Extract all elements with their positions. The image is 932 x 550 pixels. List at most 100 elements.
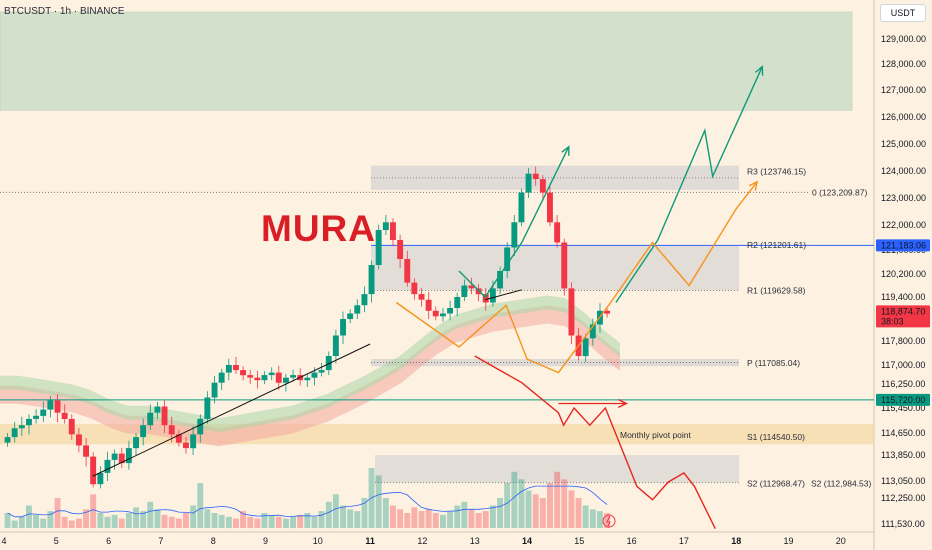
x-tick-label: 14 (522, 536, 532, 546)
s2-secondary-label: S2 (112,984.53) (811, 479, 871, 489)
candle-body (347, 313, 354, 319)
volume-bar (225, 516, 232, 529)
candle-body (539, 179, 546, 193)
green-arrowhead-1 (561, 145, 570, 156)
volume-bar (125, 513, 132, 528)
y-tick-label: 114,650.00 (881, 428, 925, 438)
volume-bar (297, 514, 304, 528)
candle-body (261, 375, 268, 381)
volume-bar (304, 513, 311, 528)
candle-body (518, 192, 525, 223)
candle-body (233, 365, 239, 371)
candle-body (125, 448, 132, 464)
pivot-label-r1: R1 (119629.58) (747, 285, 806, 295)
volume-bar (375, 475, 382, 528)
volume-bar (61, 516, 68, 529)
lightning-glyph (606, 515, 611, 527)
volume-bar (33, 514, 39, 528)
x-tick-label: 9 (263, 536, 268, 546)
candle-body (168, 425, 175, 435)
candle-body (318, 370, 325, 373)
candle-body (225, 365, 232, 373)
candle-body (418, 294, 425, 300)
pivot-label-s1: S1 (114540.50) (747, 432, 805, 442)
candle-body (561, 242, 568, 289)
candle-body (275, 372, 282, 383)
volume-bar (454, 505, 461, 528)
lightning-icon (602, 514, 616, 528)
y-tick-label: 123,000.00 (881, 193, 926, 203)
fib-label: 0 (123,209.87) (812, 187, 867, 197)
candle-body (290, 375, 296, 378)
volume-bar (247, 516, 254, 529)
y-tick-label: 115,450.00 (881, 403, 925, 413)
volume-bar (361, 498, 368, 528)
volume-bar (118, 518, 125, 528)
volume-bar (482, 511, 489, 528)
candle-body (375, 230, 382, 265)
trendline-support (92, 343, 371, 477)
red-arrowhead (617, 398, 628, 409)
candle-body (190, 434, 197, 449)
volume-bar (475, 513, 482, 528)
candle-body (240, 370, 246, 376)
volume-bar (354, 511, 361, 528)
volume-bar (97, 513, 104, 528)
volume-bar (332, 494, 339, 529)
volume-bar (532, 494, 539, 529)
volume-bar (104, 516, 111, 529)
volume-bar (404, 513, 411, 528)
pivot-label-r2: R2 (121201.61) (747, 240, 806, 250)
price-badge-label: 118,874.70 (881, 306, 925, 316)
candle-body (97, 472, 104, 485)
candle-body (304, 377, 311, 381)
trendline-short (485, 289, 522, 301)
candle-body (40, 409, 47, 416)
volume-bar (211, 513, 218, 528)
candle-body (175, 434, 182, 443)
currency-button[interactable]: USDT (880, 4, 926, 22)
candle-body (504, 247, 511, 271)
volume-bar (275, 516, 282, 529)
candle-body (11, 428, 18, 438)
volume-bar (83, 509, 89, 529)
volume-bar (425, 509, 432, 529)
candle-body (254, 377, 261, 381)
volume-bar (240, 511, 246, 528)
candle-body (604, 310, 610, 314)
x-tick-label: 16 (627, 536, 637, 546)
candle-body (532, 173, 539, 180)
volume-bar (461, 501, 468, 529)
volume-bar (190, 505, 197, 528)
y-tick-label: 124,000.00 (881, 166, 926, 176)
volume-bar (47, 511, 54, 528)
volume-bar (254, 518, 261, 528)
candle-body (268, 372, 275, 376)
volume-bar (311, 516, 318, 529)
brand-logo: MURA (261, 208, 376, 249)
volume-bar (411, 507, 418, 528)
volume-bar (597, 511, 603, 528)
volume-bar (40, 518, 47, 528)
x-tick-label: 10 (313, 536, 323, 546)
candle-body (525, 173, 532, 193)
candle-body (589, 324, 596, 339)
volume-bar (318, 511, 325, 528)
candle-body (183, 442, 189, 449)
price-badge (876, 239, 930, 252)
y-tick-label: 119,400.00 (881, 292, 925, 302)
candle-body (104, 459, 111, 473)
volume-bar (397, 509, 404, 529)
candle-body (332, 335, 339, 356)
price-badge-countdown: 38:03 (881, 316, 904, 326)
volume-bar (4, 513, 11, 528)
volume-bar (518, 479, 525, 529)
candle-body (425, 299, 432, 311)
candle-body (390, 222, 396, 240)
volume-bar (268, 514, 275, 528)
y-tick-label: 116,250.00 (881, 379, 925, 389)
candle-body (511, 222, 518, 248)
y-tick-label: 120,200.00 (881, 269, 926, 279)
